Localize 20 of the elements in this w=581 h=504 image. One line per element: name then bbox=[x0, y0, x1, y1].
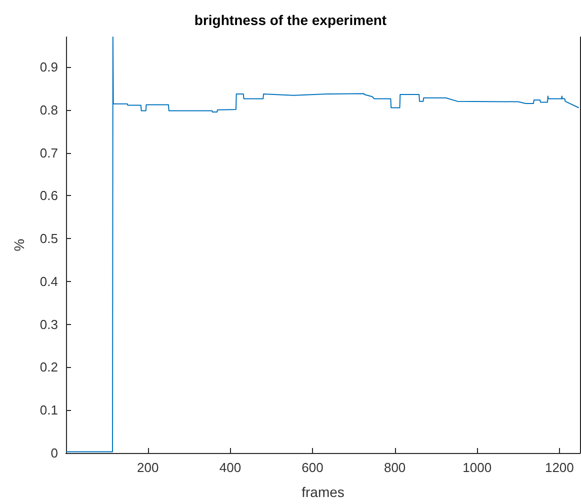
x-tick-label: 800 bbox=[384, 460, 406, 475]
y-tick-label: 0 bbox=[50, 446, 58, 460]
y-tick-label: 0.7 bbox=[40, 145, 58, 160]
y-tick-label: 0.9 bbox=[40, 60, 58, 75]
line-series bbox=[66, 36, 580, 452]
chart-title: brightness of the experiment bbox=[194, 12, 387, 28]
x-tick-label: 600 bbox=[302, 460, 324, 475]
y-tick-label: 0.4 bbox=[40, 274, 58, 289]
x-tick-label: 1200 bbox=[544, 460, 574, 475]
y-tick-label: 0.2 bbox=[40, 360, 58, 375]
x-tick-label: 1000 bbox=[462, 460, 492, 475]
y-tick-label: 0.5 bbox=[40, 231, 58, 246]
x-tick-label: 400 bbox=[219, 460, 242, 475]
x-tick-label: 200 bbox=[137, 460, 159, 475]
y-tick-label: 0.1 bbox=[40, 402, 58, 418]
y-tick-label: 0.6 bbox=[40, 188, 58, 204]
y-tick-label: 0.8 bbox=[40, 102, 58, 118]
y-tick-label: 0.3 bbox=[40, 316, 58, 332]
x-axis-title: frames bbox=[302, 484, 344, 500]
y-axis-title: % bbox=[11, 238, 27, 252]
